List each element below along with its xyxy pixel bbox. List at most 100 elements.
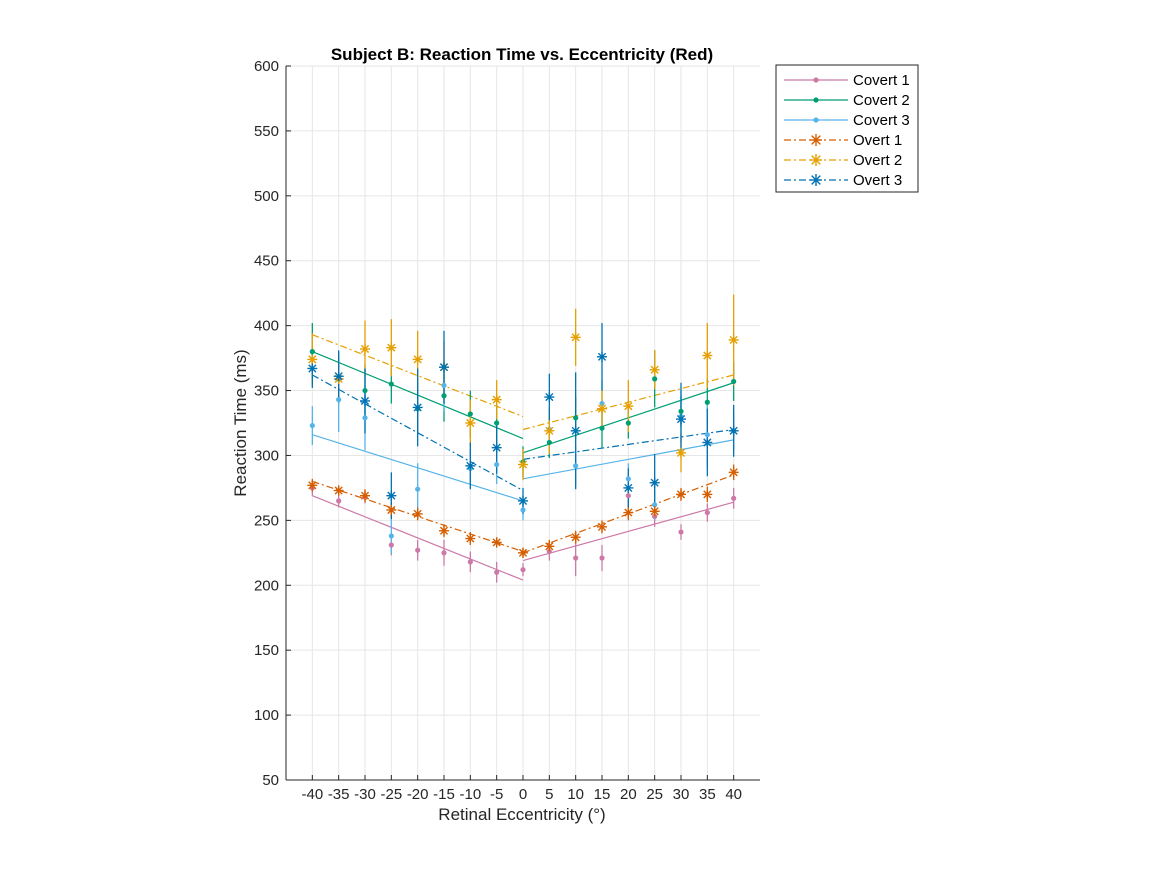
- data-point-covert-1: [520, 567, 526, 573]
- data-point-overt-1: [439, 525, 449, 536]
- data-markers: [307, 332, 739, 575]
- legend-label-overt-3: Overt 3: [853, 172, 902, 189]
- data-point-overt-1: [518, 547, 528, 558]
- x-tick-label: 30: [673, 786, 690, 803]
- data-point-overt-1: [728, 467, 739, 478]
- data-point-overt-1: [597, 521, 607, 532]
- data-point-covert-3: [388, 533, 394, 539]
- x-tick-label: 5: [545, 786, 553, 803]
- data-point-covert-3: [652, 502, 658, 508]
- data-point-covert-1: [441, 550, 447, 556]
- data-point-covert-1: [678, 529, 684, 535]
- x-tick-label: 10: [567, 786, 584, 803]
- data-point-overt-3: [491, 442, 502, 453]
- data-point-overt-1: [623, 507, 634, 518]
- x-tick-label: -20: [407, 786, 429, 803]
- data-point-covert-2: [546, 439, 552, 446]
- data-point-covert-1: [546, 548, 552, 555]
- fit-line-overt-3: [522, 428, 734, 460]
- legend-label-covert-3: Covert 3: [853, 112, 910, 129]
- legend-marker-covert-2: [813, 97, 819, 103]
- data-point-overt-1: [412, 508, 423, 519]
- data-point-covert-2: [731, 378, 737, 385]
- legend-marker-overt-1: [810, 134, 822, 146]
- data-point-overt-2: [465, 418, 476, 428]
- fit-line-covert-3: [522, 439, 734, 480]
- data-point-covert-2: [652, 376, 658, 382]
- data-point-overt-1: [333, 485, 344, 496]
- data-point-overt-3: [465, 460, 476, 471]
- x-tick-label: -5: [490, 786, 503, 803]
- data-point-overt-3: [307, 363, 318, 374]
- data-point-overt-2: [491, 394, 502, 405]
- data-point-covert-3: [415, 486, 421, 492]
- data-point-overt-1: [702, 489, 713, 500]
- y-tick-label: 300: [254, 447, 279, 464]
- data-point-covert-3: [625, 476, 631, 482]
- data-point-overt-1: [544, 541, 555, 552]
- data-point-covert-1: [573, 555, 579, 561]
- data-point-overt-1: [386, 504, 397, 515]
- legend-marker-overt-2: [810, 154, 822, 166]
- data-point-covert-3: [441, 382, 447, 388]
- data-point-overt-1: [676, 489, 686, 500]
- x-tick-label: -35: [328, 786, 350, 803]
- x-tick-label: 25: [646, 786, 663, 803]
- data-point-covert-2: [625, 420, 631, 426]
- data-point-overt-2: [518, 459, 528, 470]
- fit-line-covert-1: [312, 495, 524, 581]
- data-point-overt-3: [649, 477, 660, 488]
- data-point-covert-3: [362, 415, 368, 421]
- legend-label-overt-2: Overt 2: [853, 152, 902, 169]
- data-point-overt-1: [307, 480, 318, 491]
- data-point-covert-1: [704, 509, 710, 516]
- legend-marker-overt-3: [810, 174, 822, 186]
- legend-marker-covert-3: [813, 117, 819, 123]
- data-point-covert-3: [704, 432, 710, 438]
- data-point-overt-2: [728, 334, 739, 345]
- data-point-overt-2: [360, 344, 370, 355]
- y-tick-label: 550: [254, 123, 279, 140]
- data-point-overt-2: [597, 403, 607, 414]
- data-point-covert-3: [494, 461, 500, 468]
- data-point-covert-1: [467, 559, 473, 565]
- legend-box: [775, 64, 919, 193]
- data-point-covert-1: [731, 495, 737, 501]
- data-point-covert-3: [599, 400, 605, 407]
- data-point-overt-3: [360, 395, 370, 406]
- data-point-covert-2: [599, 425, 605, 431]
- y-tick-label: 450: [254, 253, 279, 270]
- data-point-overt-3: [676, 414, 686, 425]
- data-point-covert-2: [388, 381, 394, 387]
- y-tick-label: 200: [254, 577, 279, 594]
- data-point-overt-3: [439, 362, 449, 373]
- y-tick-label: 600: [254, 58, 279, 75]
- y-tick-label: 150: [254, 642, 279, 659]
- data-point-overt-3: [518, 495, 528, 506]
- data-point-overt-3: [544, 392, 555, 403]
- data-point-overt-2: [412, 354, 423, 365]
- data-point-covert-3: [336, 397, 342, 403]
- data-point-overt-1: [360, 490, 370, 501]
- x-tick-label: -25: [380, 786, 402, 803]
- legend-label-covert-1: Covert 1: [853, 72, 910, 89]
- data-point-covert-2: [678, 408, 684, 414]
- y-tick-label: 50: [262, 772, 279, 789]
- x-tick-label: -10: [459, 786, 481, 803]
- data-point-overt-1: [649, 506, 660, 517]
- data-point-overt-2: [307, 354, 318, 365]
- data-point-covert-1: [336, 498, 342, 504]
- x-tick-label: 15: [594, 786, 611, 803]
- data-point-covert-1: [599, 555, 605, 561]
- x-tick-label: 20: [620, 786, 637, 803]
- data-point-overt-3: [386, 490, 397, 501]
- data-point-overt-2: [570, 332, 581, 343]
- data-point-overt-1: [491, 537, 502, 548]
- data-point-overt-2: [649, 364, 660, 375]
- legend-marker-covert-1: [813, 77, 819, 83]
- x-axis-label: Retinal Eccentricity (°): [438, 805, 605, 824]
- data-point-covert-3: [573, 463, 579, 469]
- data-point-overt-2: [702, 350, 713, 361]
- x-tick-label: 40: [725, 786, 742, 803]
